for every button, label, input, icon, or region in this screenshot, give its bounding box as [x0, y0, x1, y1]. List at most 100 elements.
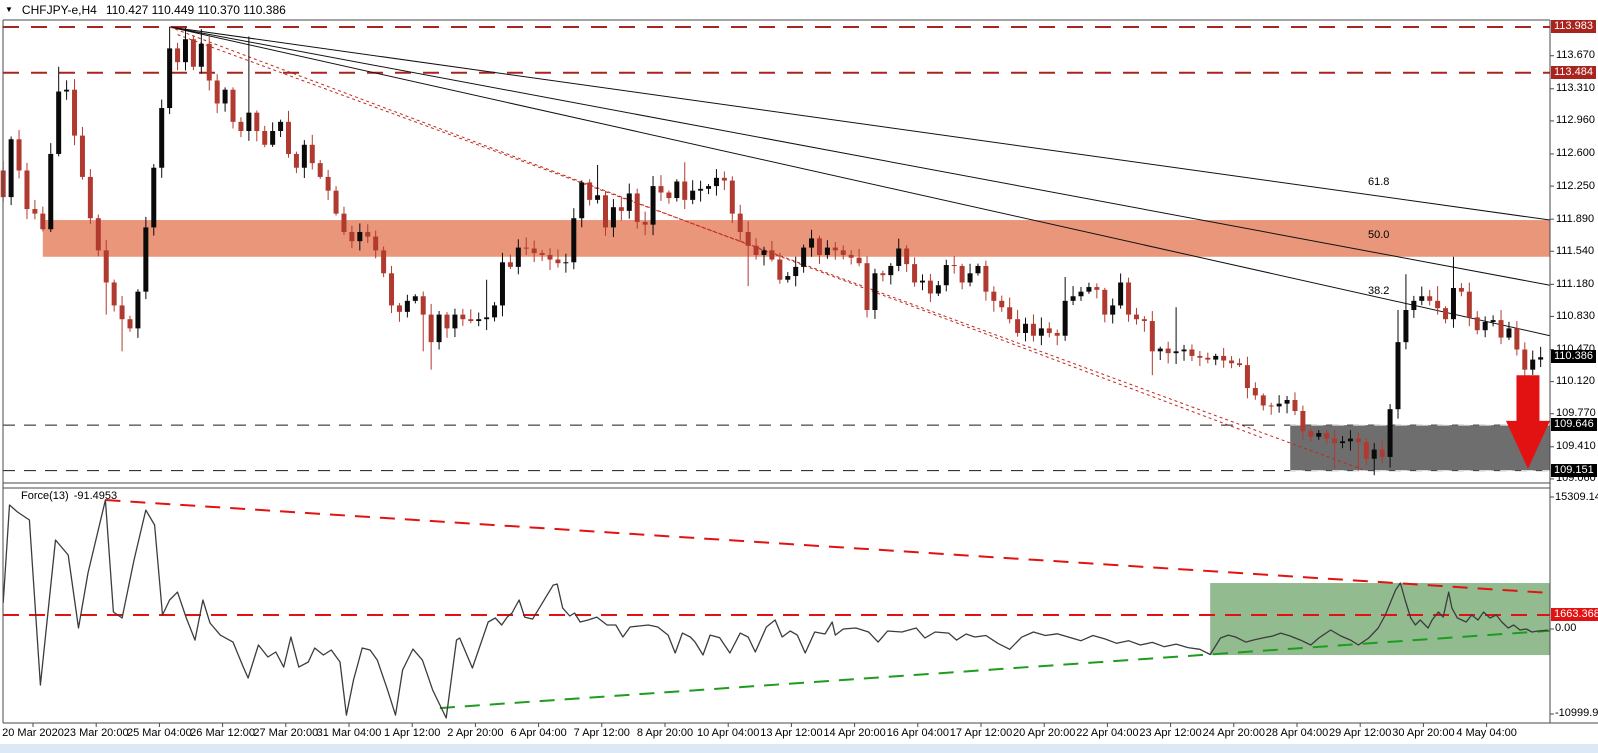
date-tick-label: 23 Mar 20:00: [63, 727, 129, 739]
candle: [1023, 323, 1029, 333]
candle: [674, 181, 680, 199]
candle: [270, 131, 276, 145]
candle: [769, 250, 775, 260]
candle: [230, 89, 236, 122]
candle: [1110, 305, 1116, 315]
candle: [1466, 291, 1472, 318]
price-tick-label: 111.540: [1556, 244, 1595, 257]
candle: [840, 250, 846, 255]
date-tick-label: 13 Apr 12:00: [760, 727, 823, 739]
candle: [1205, 357, 1211, 360]
indicator-axis-max: 15309.142: [1555, 491, 1598, 503]
candle: [1284, 399, 1290, 404]
candle: [650, 186, 656, 225]
sell-arrow-icon[interactable]: [1505, 375, 1550, 469]
candle: [135, 291, 141, 329]
candle: [1347, 438, 1353, 442]
candle: [904, 248, 910, 265]
price-tick-label: 110.830: [1556, 309, 1595, 322]
candle: [1157, 348, 1163, 352]
candle: [1340, 441, 1346, 444]
candle: [1522, 349, 1528, 370]
demand-zone[interactable]: [1290, 425, 1550, 471]
fib-label-38-2[interactable]: 38.2: [1368, 285, 1390, 297]
candle: [1450, 287, 1456, 320]
indicator-value: -91.4953: [73, 490, 118, 502]
candle: [1007, 307, 1013, 320]
candle: [507, 262, 513, 267]
candle: [555, 259, 561, 264]
candle: [262, 131, 268, 145]
candle: [809, 238, 815, 248]
date-tick-label: 17 Apr 12:00: [949, 727, 1013, 739]
candle: [1078, 291, 1084, 297]
candle: [1387, 409, 1393, 457]
candle: [959, 265, 965, 283]
candle: [777, 259, 783, 280]
candle: [713, 177, 719, 187]
candle: [951, 265, 957, 267]
ohlc-quotes: 110.427 110.449 110.370 110.386: [105, 3, 286, 17]
candle: [1268, 405, 1274, 407]
candle: [801, 247, 807, 267]
supply-zone[interactable]: [42, 220, 1551, 257]
candle: [539, 253, 545, 255]
candle: [8, 139, 14, 198]
candle: [436, 314, 442, 343]
date-tick-label: 28 Apr 04:00: [1265, 727, 1329, 739]
down-trendline-1[interactable]: [169, 26, 1262, 439]
candle: [698, 188, 704, 191]
date-tick-label: 4 May 04:00: [1456, 727, 1517, 739]
fib-fan-line-50.0[interactable]: [169, 26, 1551, 286]
candle: [476, 319, 482, 322]
candle: [468, 319, 474, 322]
candle: [1197, 355, 1203, 358]
candle: [32, 209, 38, 214]
candle: [1530, 359, 1536, 370]
candle: [64, 89, 70, 92]
candle: [706, 186, 712, 189]
candle: [1427, 296, 1433, 301]
dropdown-triangle-icon[interactable]: ▼: [5, 5, 13, 14]
candle: [428, 314, 434, 343]
candle: [682, 181, 688, 200]
candle: [515, 247, 521, 267]
candle: [579, 182, 585, 219]
indicator-zone[interactable]: [1210, 583, 1550, 656]
candle: [1149, 321, 1155, 352]
candle: [690, 190, 696, 200]
candle: [967, 273, 973, 283]
candle: [79, 135, 85, 177]
candle: [1395, 342, 1401, 410]
symbol-timeframe: CHFJPY-e,H4: [21, 3, 97, 17]
candle: [1316, 433, 1322, 437]
indicator-axis-zero: 0.00: [1555, 622, 1577, 634]
candle: [1300, 410, 1306, 432]
candle: [1506, 328, 1512, 338]
candle: [935, 285, 941, 294]
candle: [24, 170, 30, 210]
candle: [595, 195, 601, 200]
price-tick-label: 111.180: [1556, 277, 1595, 290]
candle: [864, 263, 870, 311]
fib-label-50-0[interactable]: 50.0: [1368, 229, 1390, 241]
candle: [603, 195, 608, 228]
candle: [1133, 314, 1139, 320]
indicator-level-badge: 1663.3683: [1551, 608, 1598, 621]
candle: [626, 193, 632, 211]
price-badge-113.484: 113.484: [1551, 65, 1596, 79]
candle: [151, 167, 157, 228]
candle: [1292, 399, 1298, 411]
fib-label-61-8[interactable]: 61.8: [1368, 176, 1390, 188]
fib-fan-line-38.2[interactable]: [169, 26, 1551, 337]
fib-fan-line-61.8[interactable]: [169, 26, 1551, 221]
candle: [975, 265, 981, 274]
price-tick-label: 112.960: [1556, 114, 1595, 127]
price-badge-109.151: 109.151: [1551, 463, 1597, 477]
date-tick-label: 1 Apr 12:00: [384, 727, 441, 739]
candle: [1498, 320, 1504, 338]
indicator-descending-resistance[interactable]: [105, 499, 1551, 595]
price-tick-label: 112.600: [1556, 147, 1595, 160]
indicator-ascending-support[interactable]: [439, 629, 1551, 710]
